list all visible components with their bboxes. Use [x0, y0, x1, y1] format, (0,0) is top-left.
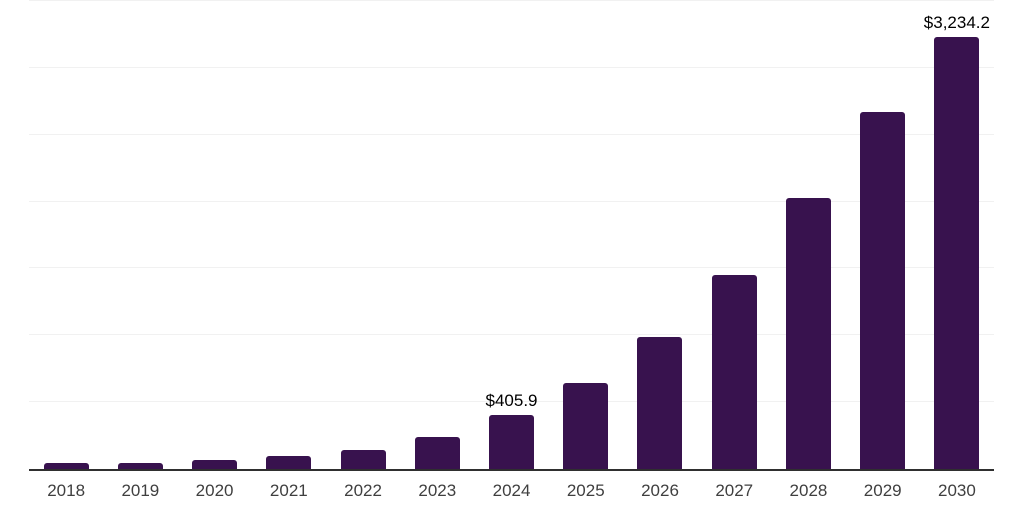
gridline: [29, 133, 994, 135]
x-tick-label-2025: 2025: [566, 481, 605, 500]
x-tick-label-2018: 2018: [47, 481, 86, 500]
x-axis-labels: 2018 2019 2020 2021 2022 2023 2024 2025 2026 2027…: [29, 481, 994, 503]
bar-2028: [785, 197, 831, 469]
bar-2029: [860, 112, 906, 469]
bar-2021: [266, 456, 312, 469]
x-tick-label-2028: 2028: [789, 481, 828, 500]
gridline: [29, 334, 994, 336]
gridline: [29, 0, 994, 1]
gridline: [29, 267, 994, 269]
x-tick-label-2021: 2021: [269, 481, 308, 500]
bar-2024: [489, 414, 534, 469]
bar-2025: [563, 383, 609, 469]
x-tick-label-2029: 2029: [863, 481, 902, 500]
bar-value-label-2030: $3,234.2: [923, 12, 990, 32]
gridline: [29, 200, 994, 202]
gridline: [29, 66, 994, 68]
x-tick-label-2026: 2026: [641, 481, 679, 500]
bar-2027: [711, 275, 757, 469]
x-tick-label-2023: 2023: [418, 481, 457, 500]
x-tick-label-2030: 2030: [938, 481, 976, 500]
bar-2020: [192, 459, 238, 469]
bar-2019: [117, 462, 163, 469]
x-tick-label-2027: 2027: [715, 481, 754, 500]
bar-2018: [43, 462, 89, 469]
x-tick-label-2022: 2022: [344, 481, 382, 500]
x-tick-label-2019: 2019: [121, 481, 160, 500]
gridline: [29, 401, 994, 403]
x-tick-label-2024: 2024: [492, 481, 531, 500]
plot-area: $405.9 $3,234.2: [29, 0, 994, 471]
bar-2023: [414, 437, 460, 469]
bar-2030: [934, 36, 980, 469]
bar-2026: [637, 336, 683, 469]
bar-2022: [340, 449, 386, 469]
bar-value-label-2024: $405.9: [485, 390, 538, 410]
x-tick-label-2020: 2020: [195, 481, 234, 500]
